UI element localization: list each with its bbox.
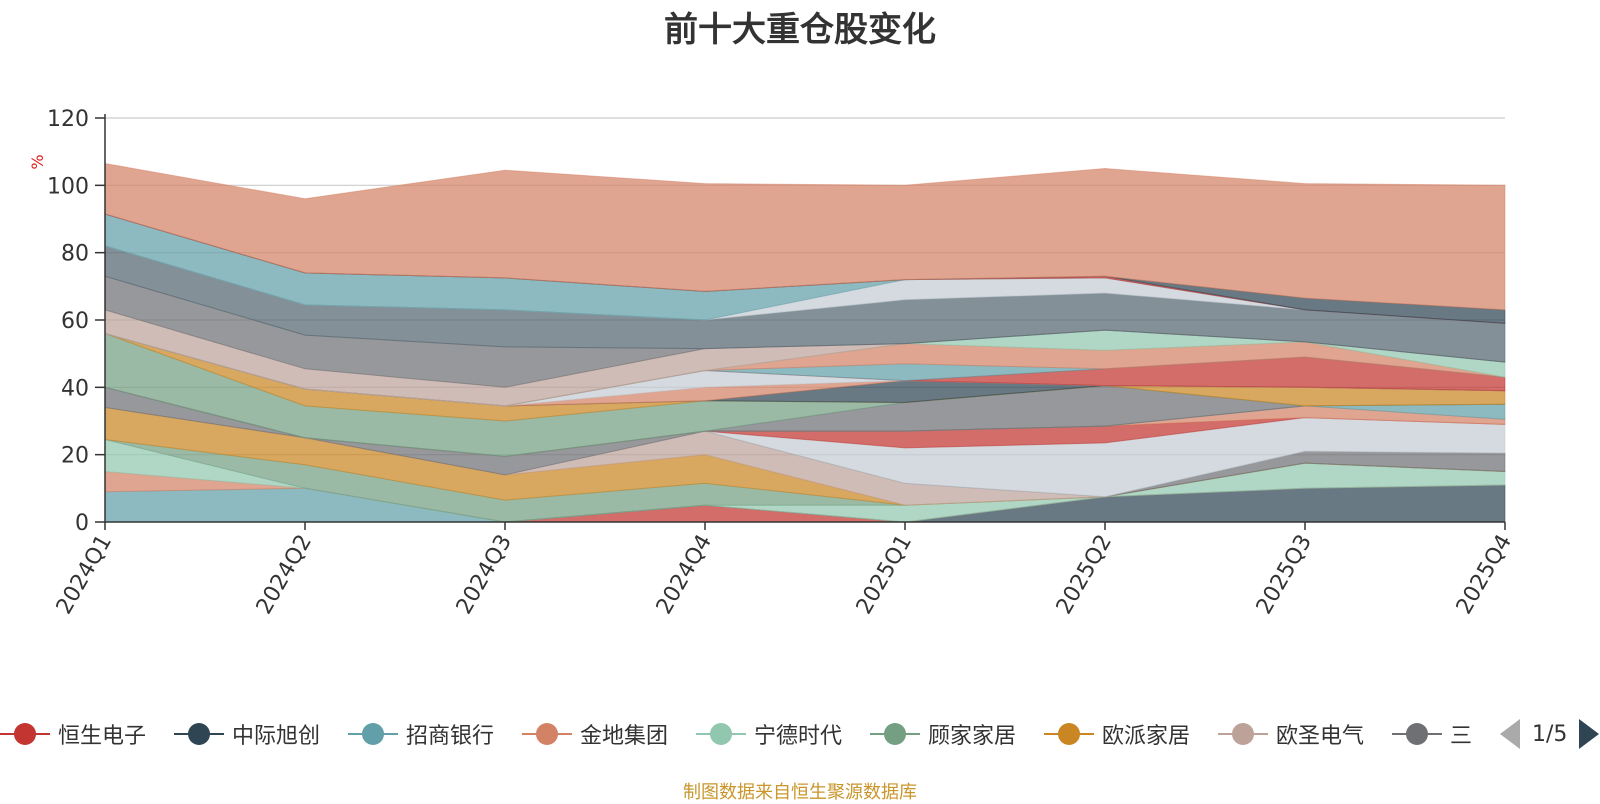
x-tick-label: 2025Q4 [1452, 531, 1517, 619]
legend-marker-icon [0, 722, 50, 746]
y-tick-label: 40 [61, 376, 89, 401]
legend-marker-icon [870, 722, 920, 746]
area-series [104, 162, 1506, 523]
source-note: 制图数据来自恒生聚源数据库 [683, 782, 917, 803]
x-tick-label: 2024Q2 [252, 531, 317, 619]
x-tick-label: 2024Q3 [452, 531, 517, 619]
legend-item[interactable]: 宁德时代 [696, 710, 842, 758]
legend-item[interactable]: 恒生电子 [0, 710, 146, 758]
x-tick-label: 2025Q1 [852, 531, 917, 619]
legend-label: 金地集团 [580, 724, 669, 749]
legend-marker-icon [348, 722, 398, 746]
legend-marker-icon [1044, 722, 1094, 746]
x-tick-label: 2025Q2 [1052, 531, 1117, 619]
legend-item[interactable]: 顾家家居 [870, 710, 1016, 758]
y-tick-label: 0 [75, 511, 89, 536]
legend-item[interactable]: 欧派家居 [1044, 710, 1190, 758]
y-axis-unit-label: % [28, 154, 47, 169]
legend-marker-icon [1392, 722, 1442, 746]
legend-label: 顾家家居 [928, 724, 1017, 749]
legend-item[interactable]: 金地集团 [522, 710, 668, 758]
legend-label: 中际旭创 [232, 724, 321, 749]
x-tick-label: 2025Q3 [1252, 531, 1317, 619]
legend-prev-page-button[interactable] [1500, 719, 1520, 749]
legend-pager: 1/5 [1500, 716, 1600, 752]
legend-marker-icon [696, 722, 746, 746]
y-tick-label: 60 [61, 309, 89, 334]
x-tick-label: 2024Q4 [652, 531, 717, 619]
legend-label: 三 [1450, 724, 1473, 749]
legend-label: 欧派家居 [1102, 724, 1191, 749]
legend-next-page-button[interactable] [1579, 719, 1600, 749]
legend-item[interactable]: 招商银行 [348, 710, 494, 758]
legend: 恒生电子 中际旭创 招商银行 金地集团 宁德时代 顾家家居 欧派家居 欧圣电气 三 [0, 710, 1490, 758]
legend-label: 招商银行 [406, 724, 495, 749]
legend-label: 欧圣电气 [1276, 724, 1365, 749]
legend-marker-icon [522, 722, 572, 746]
legend-marker-icon [174, 722, 224, 746]
legend-marker-icon [1218, 722, 1268, 746]
legend-label: 恒生电子 [58, 724, 147, 749]
legend-page-indicator: 1/5 [1532, 721, 1568, 747]
legend-item[interactable]: 中际旭创 [174, 710, 320, 758]
y-tick-label: 20 [61, 444, 89, 469]
legend-label: 宁德时代 [754, 724, 843, 749]
y-tick-label: 100 [47, 174, 89, 199]
legend-item[interactable]: 三 [1392, 710, 1472, 758]
y-tick-label: 120 [47, 107, 89, 132]
x-tick-label: 2024Q1 [52, 531, 117, 619]
area-series-31 [104, 162, 1506, 311]
y-tick-label: 80 [61, 242, 89, 267]
legend-item[interactable]: 欧圣电气 [1218, 710, 1364, 758]
stacked-area-chart: 0 20 40 60 80 100 120 2024Q1 2024Q2 2024Q3 2024Q4 2… [28, 107, 1517, 619]
chart-title: 前十大重仓股变化 [664, 10, 936, 50]
